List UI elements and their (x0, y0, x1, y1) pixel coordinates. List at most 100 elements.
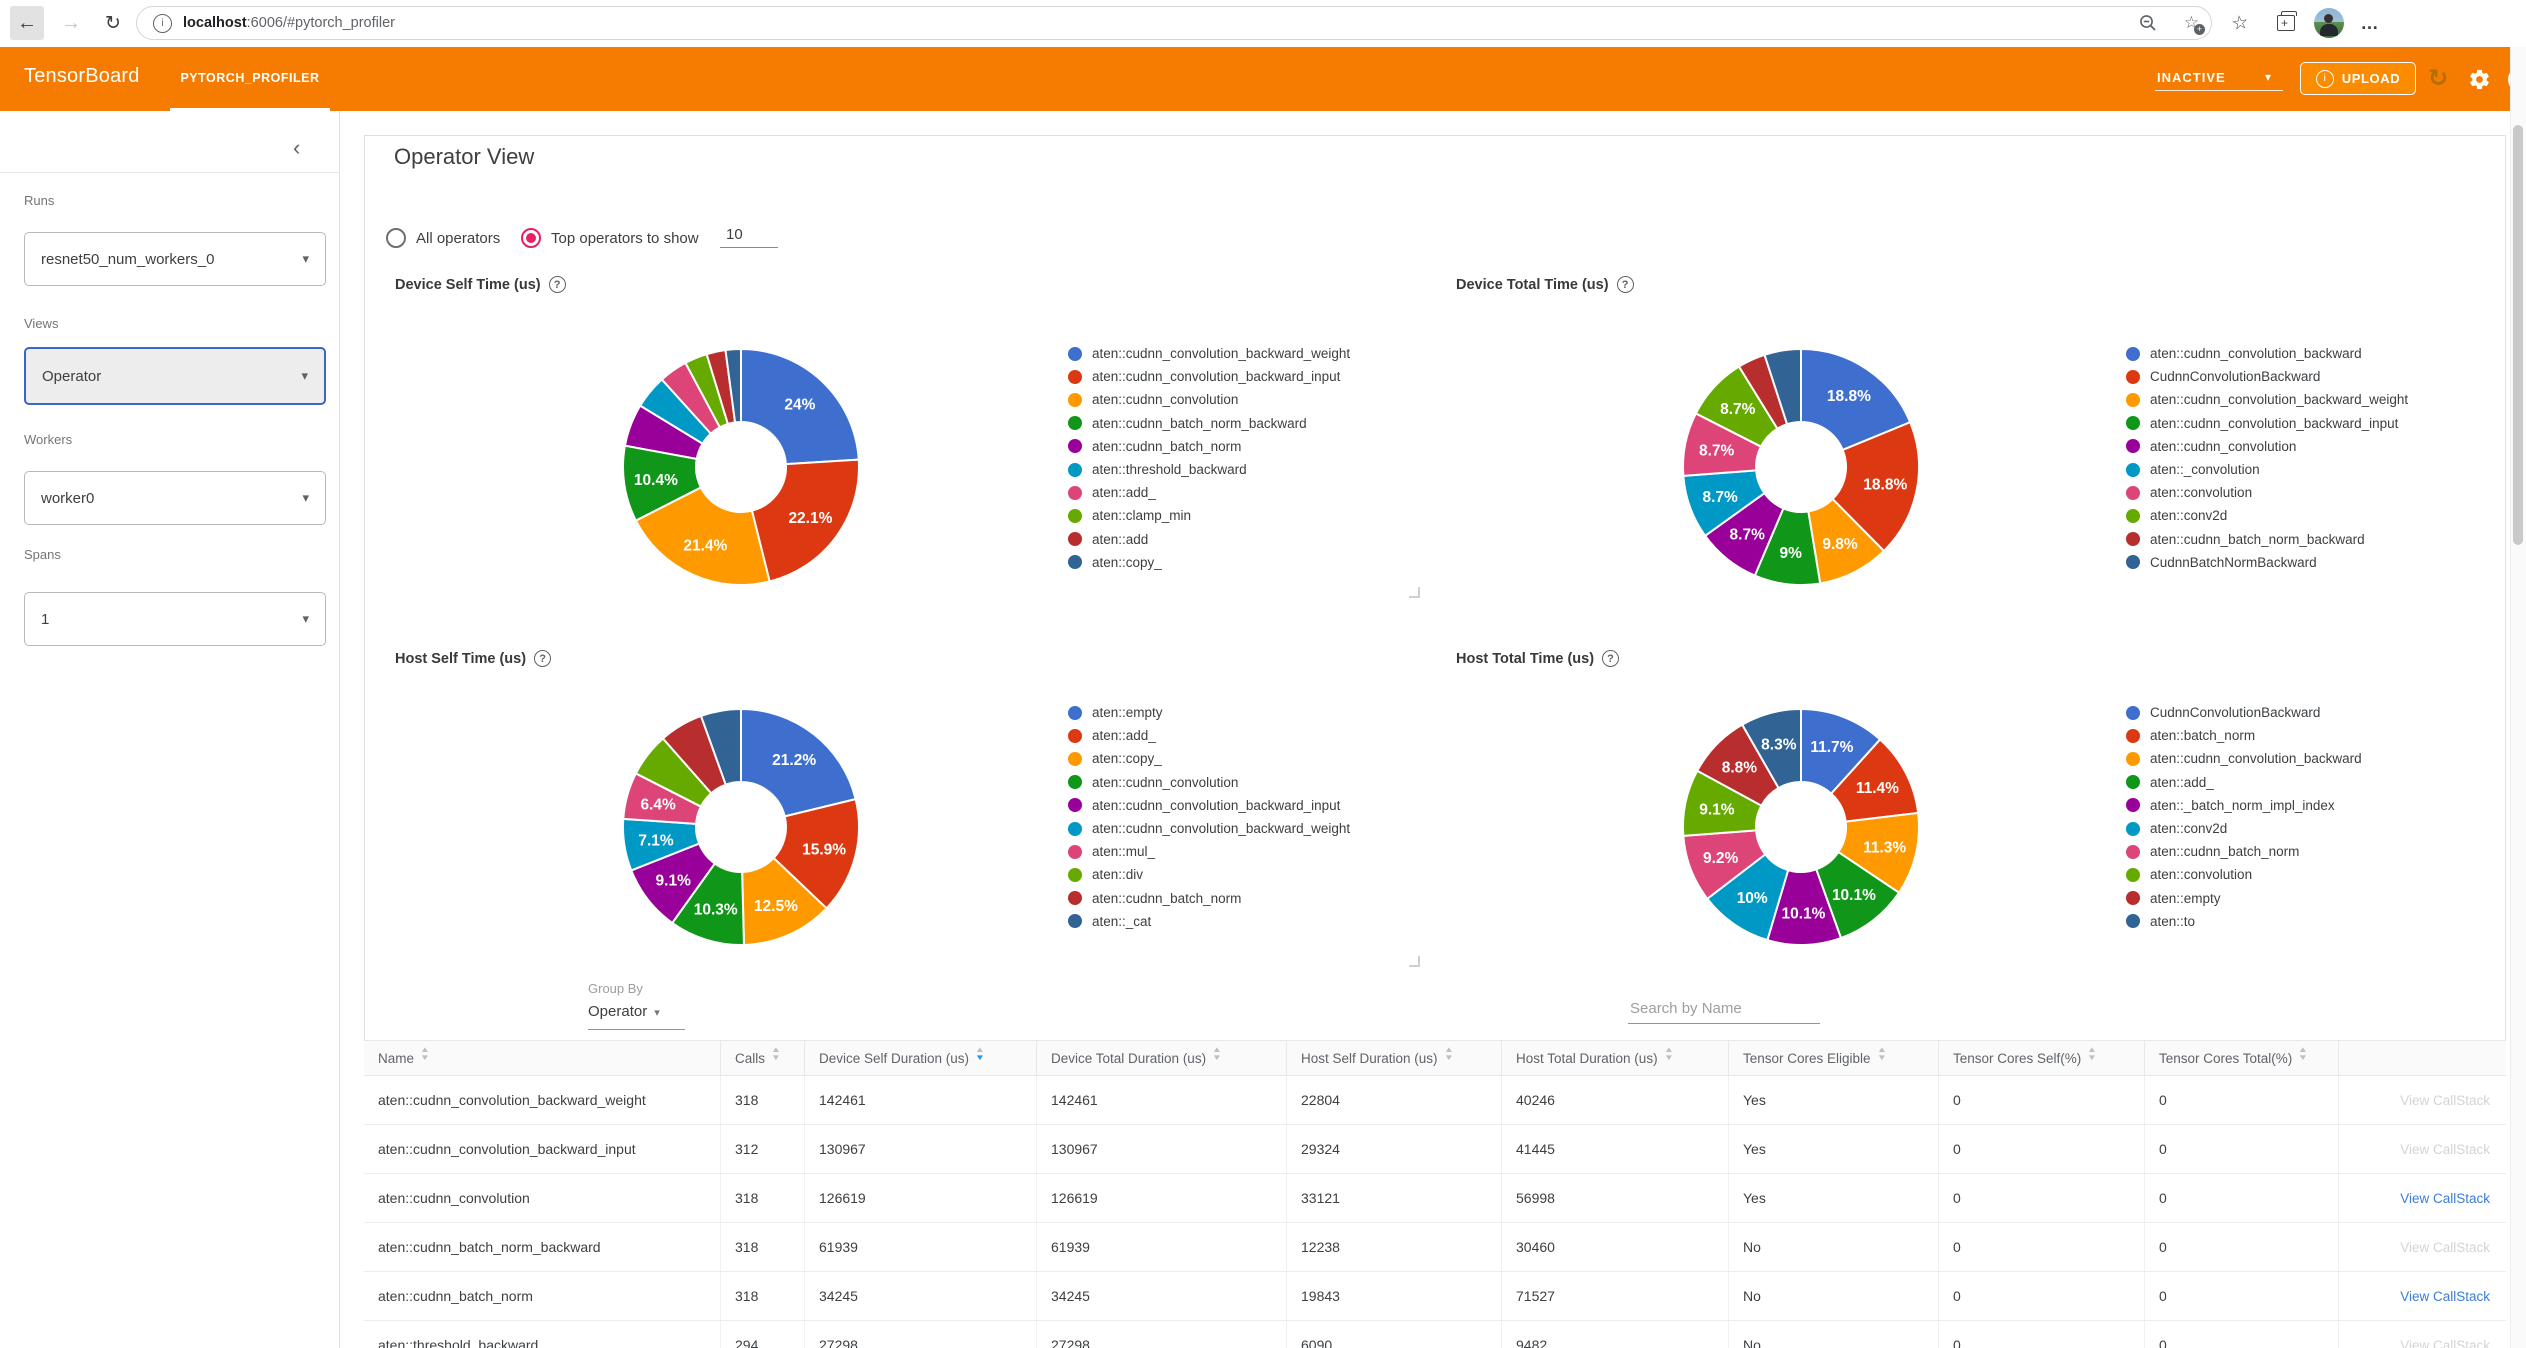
legend-item[interactable]: aten::conv2d (2126, 817, 2526, 840)
pie-slice[interactable] (772, 798, 860, 910)
pie-slice[interactable] (740, 708, 857, 818)
pie-slice[interactable] (750, 458, 860, 583)
browser-back-button[interactable]: ← (10, 6, 44, 40)
legend-item[interactable]: aten::cudnn_batch_norm_backward (1068, 412, 1488, 435)
help-circle-icon[interactable]: ? (1616, 276, 1634, 293)
pie-slice[interactable] (1763, 348, 1802, 426)
pie-slice[interactable] (1800, 348, 1912, 451)
legend-item[interactable]: aten::cudnn_convolution_backward_input (2126, 412, 2526, 435)
column-header[interactable]: Host Total Duration (us) ▲ ▼ (1502, 1041, 1729, 1075)
sort-carets-icon[interactable]: ▲ ▼ (770, 1045, 782, 1062)
help-circle-icon[interactable]: ? (1602, 650, 1620, 667)
view-callstack-link[interactable]: View CallStack (2400, 1190, 2490, 1206)
status-select[interactable]: INACTIVE (2157, 70, 2226, 85)
pie-chart-device-total[interactable]: 18.8% 18.8% 9.8% 9% 8.7% 8.7% 8.7% 8.7% (1661, 327, 1941, 607)
legend-item[interactable]: aten::convolution (2126, 863, 2526, 886)
pie-chart-host-total[interactable]: 11.7% 11.4% 11.3% 10.1% 10.1% 10% 9.2% 9.1% 8.8%… (1661, 687, 1941, 967)
legend-item[interactable]: aten::clamp_min (1068, 504, 1488, 527)
radio-top-operators-label[interactable]: Top operators to show (551, 230, 699, 247)
panel-resize-handle[interactable] (1409, 587, 1420, 598)
pie-slice[interactable] (724, 348, 742, 424)
site-info-icon[interactable]: i (153, 13, 172, 33)
settings-gear-icon[interactable] (2468, 68, 2491, 96)
legend-item[interactable]: aten::_convolution (2126, 458, 2526, 481)
legend-item[interactable]: aten::mul_ (1068, 840, 1488, 863)
status-caret-icon[interactable]: ▾ (2265, 70, 2272, 84)
column-header[interactable]: Tensor Cores Eligible ▲ ▼ (1729, 1041, 1939, 1075)
column-header[interactable]: Tensor Cores Total(%) ▲ ▼ (2145, 1041, 2339, 1075)
legend-item[interactable]: aten::copy_ (1068, 747, 1488, 770)
radio-top-operators[interactable] (521, 228, 541, 248)
pie-chart-host-self[interactable]: 21.2% 15.9% 12.5% 10.3%9.1% 7.1% 6.4% (601, 687, 881, 967)
sort-carets-icon[interactable]: ▲ ▼ (1211, 1045, 1223, 1062)
legend-item[interactable]: aten::copy_ (1068, 551, 1488, 574)
legend-item[interactable]: aten::empty (1068, 701, 1488, 724)
legend-item[interactable]: aten::convolution (2126, 481, 2526, 504)
browser-profile-avatar[interactable] (2314, 8, 2344, 38)
pie-slice[interactable] (700, 708, 742, 786)
tab-pytorch-profiler[interactable]: PYTORCH_PROFILER (180, 71, 320, 85)
reload-data-icon[interactable]: ↻ (2428, 65, 2449, 92)
legend-item[interactable]: aten::cudnn_batch_norm_backward (2126, 528, 2526, 551)
sort-carets-icon[interactable]: ▲ ▼ (974, 1045, 986, 1062)
panel-resize-handle[interactable] (1409, 956, 1420, 967)
legend-item[interactable]: aten::div (1068, 863, 1488, 886)
browser-menu-icon[interactable]: … (2360, 12, 2380, 33)
search-input[interactable] (1628, 1000, 1820, 1024)
upload-button[interactable]: i UPLOAD (2300, 62, 2416, 95)
legend-item[interactable]: aten::_batch_norm_impl_index (2126, 794, 2526, 817)
column-header[interactable]: Calls ▲ ▼ (721, 1041, 805, 1075)
pie-slice[interactable] (740, 348, 860, 466)
pie-slice[interactable] (634, 486, 771, 586)
page-scrollbar-thumb[interactable] (2513, 125, 2523, 545)
sort-carets-icon[interactable]: ▲ ▼ (1663, 1045, 1674, 1062)
browser-refresh-button[interactable]: ↻ (96, 6, 130, 40)
legend-item[interactable]: aten::add_ (1068, 724, 1488, 747)
workers-select[interactable]: worker0 ▾ (24, 471, 326, 525)
pie-slice[interactable] (1831, 421, 1920, 552)
legend-item[interactable]: aten::cudnn_convolution (2126, 435, 2526, 458)
group-by-select[interactable]: Operator ▾ (588, 1003, 660, 1020)
help-circle-icon[interactable]: ? (548, 276, 566, 293)
radio-all-operators-label[interactable]: All operators (416, 230, 501, 247)
legend-item[interactable]: aten::add (1068, 528, 1488, 551)
sort-carets-icon[interactable]: ▲ ▼ (419, 1045, 431, 1062)
legend-item[interactable]: aten::add_ (2126, 771, 2526, 794)
top-operators-count-input[interactable] (720, 226, 778, 248)
view-callstack-link[interactable]: View CallStack (2400, 1288, 2490, 1304)
legend-item[interactable]: aten::threshold_backward (1068, 458, 1488, 481)
legend-item[interactable]: aten::empty (2126, 887, 2526, 910)
sort-carets-icon[interactable]: ▲ ▼ (2087, 1045, 2098, 1062)
legend-item[interactable]: aten::cudnn_batch_norm (2126, 840, 2526, 863)
legend-item[interactable]: aten::conv2d (2126, 504, 2526, 527)
legend-item[interactable]: aten::cudnn_convolution_backward_input (1068, 794, 1488, 817)
address-bar[interactable]: i localhost:6006/#pytorch_profiler ☆ + (136, 6, 2212, 40)
legend-item[interactable]: CudnnConvolutionBackward (2126, 365, 2526, 388)
browser-forward-button[interactable]: → (54, 6, 88, 40)
legend-item[interactable]: aten::cudnn_convolution_backward (2126, 342, 2526, 365)
legend-item[interactable]: aten::cudnn_batch_norm (1068, 435, 1488, 458)
column-header[interactable]: Name ▲ ▼ (364, 1041, 721, 1075)
legend-item[interactable]: aten::_cat (1068, 910, 1488, 933)
collections-icon[interactable]: + (2272, 9, 2300, 37)
legend-item[interactable]: aten::cudnn_convolution_backward_weight (1068, 817, 1488, 840)
column-header[interactable]: Host Self Duration (us) ▲ ▼ (1287, 1041, 1502, 1075)
legend-item[interactable]: CudnnBatchNormBackward (2126, 551, 2526, 574)
sort-carets-icon[interactable]: ▲ ▼ (2298, 1045, 2309, 1062)
column-header[interactable]: Tensor Cores Self(%) ▲ ▼ (1939, 1041, 2145, 1075)
sort-carets-icon[interactable]: ▲ ▼ (1876, 1045, 1887, 1062)
column-header[interactable]: Device Self Duration (us) ▲ ▼ (805, 1041, 1037, 1075)
legend-item[interactable]: CudnnConvolutionBackward (2126, 701, 2526, 724)
legend-item[interactable]: aten::cudnn_convolution (1068, 771, 1488, 794)
sidebar-collapse-icon[interactable]: ‹ (293, 135, 301, 160)
pie-chart-device-self[interactable]: 24% 22.1% 21.4% 10.4% (601, 327, 881, 607)
favorites-bar-icon[interactable]: ☆ (2230, 11, 2250, 35)
legend-item[interactable]: aten::cudnn_convolution_backward_weight (2126, 388, 2526, 411)
legend-item[interactable]: aten::add_ (1068, 481, 1488, 504)
legend-item[interactable]: aten::cudnn_convolution (1068, 388, 1488, 411)
spans-select[interactable]: 1 ▾ (24, 592, 326, 646)
views-select[interactable]: Operator ▾ (24, 347, 326, 405)
add-favorite-icon[interactable]: ☆ + (2184, 13, 2205, 35)
legend-item[interactable]: aten::cudnn_batch_norm (1068, 887, 1488, 910)
legend-item[interactable]: aten::cudnn_convolution_backward_weight (1068, 342, 1488, 365)
